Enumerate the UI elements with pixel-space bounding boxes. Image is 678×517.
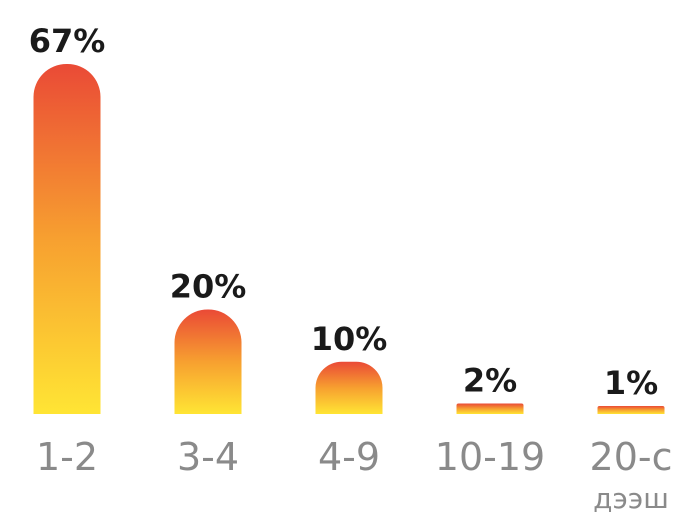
category-label-3: 10-19 — [435, 435, 545, 479]
category-label-2: 4-9 — [318, 435, 380, 479]
bar-1 — [174, 309, 242, 414]
value-label-3: 2% — [463, 362, 517, 400]
bars-group — [33, 64, 665, 414]
bar-0 — [33, 64, 101, 414]
value-label-2: 10% — [311, 320, 388, 358]
value-label-0: 67% — [29, 22, 106, 60]
value-label-1: 20% — [170, 268, 247, 306]
bar-4 — [597, 406, 665, 414]
value-label-4: 1% — [604, 364, 658, 402]
bar-3 — [456, 403, 524, 414]
category-label-1: 3-4 — [177, 435, 239, 479]
category-labels-group: 1-2 3-4 4-9 10-19 20-с дээш — [36, 435, 673, 515]
category-label-0: 1-2 — [36, 435, 98, 479]
bar-2 — [315, 361, 383, 414]
category-label-4: 20-с дээш — [590, 435, 673, 515]
value-labels-group: 67% 20% 10% 2% 1% — [29, 22, 658, 402]
